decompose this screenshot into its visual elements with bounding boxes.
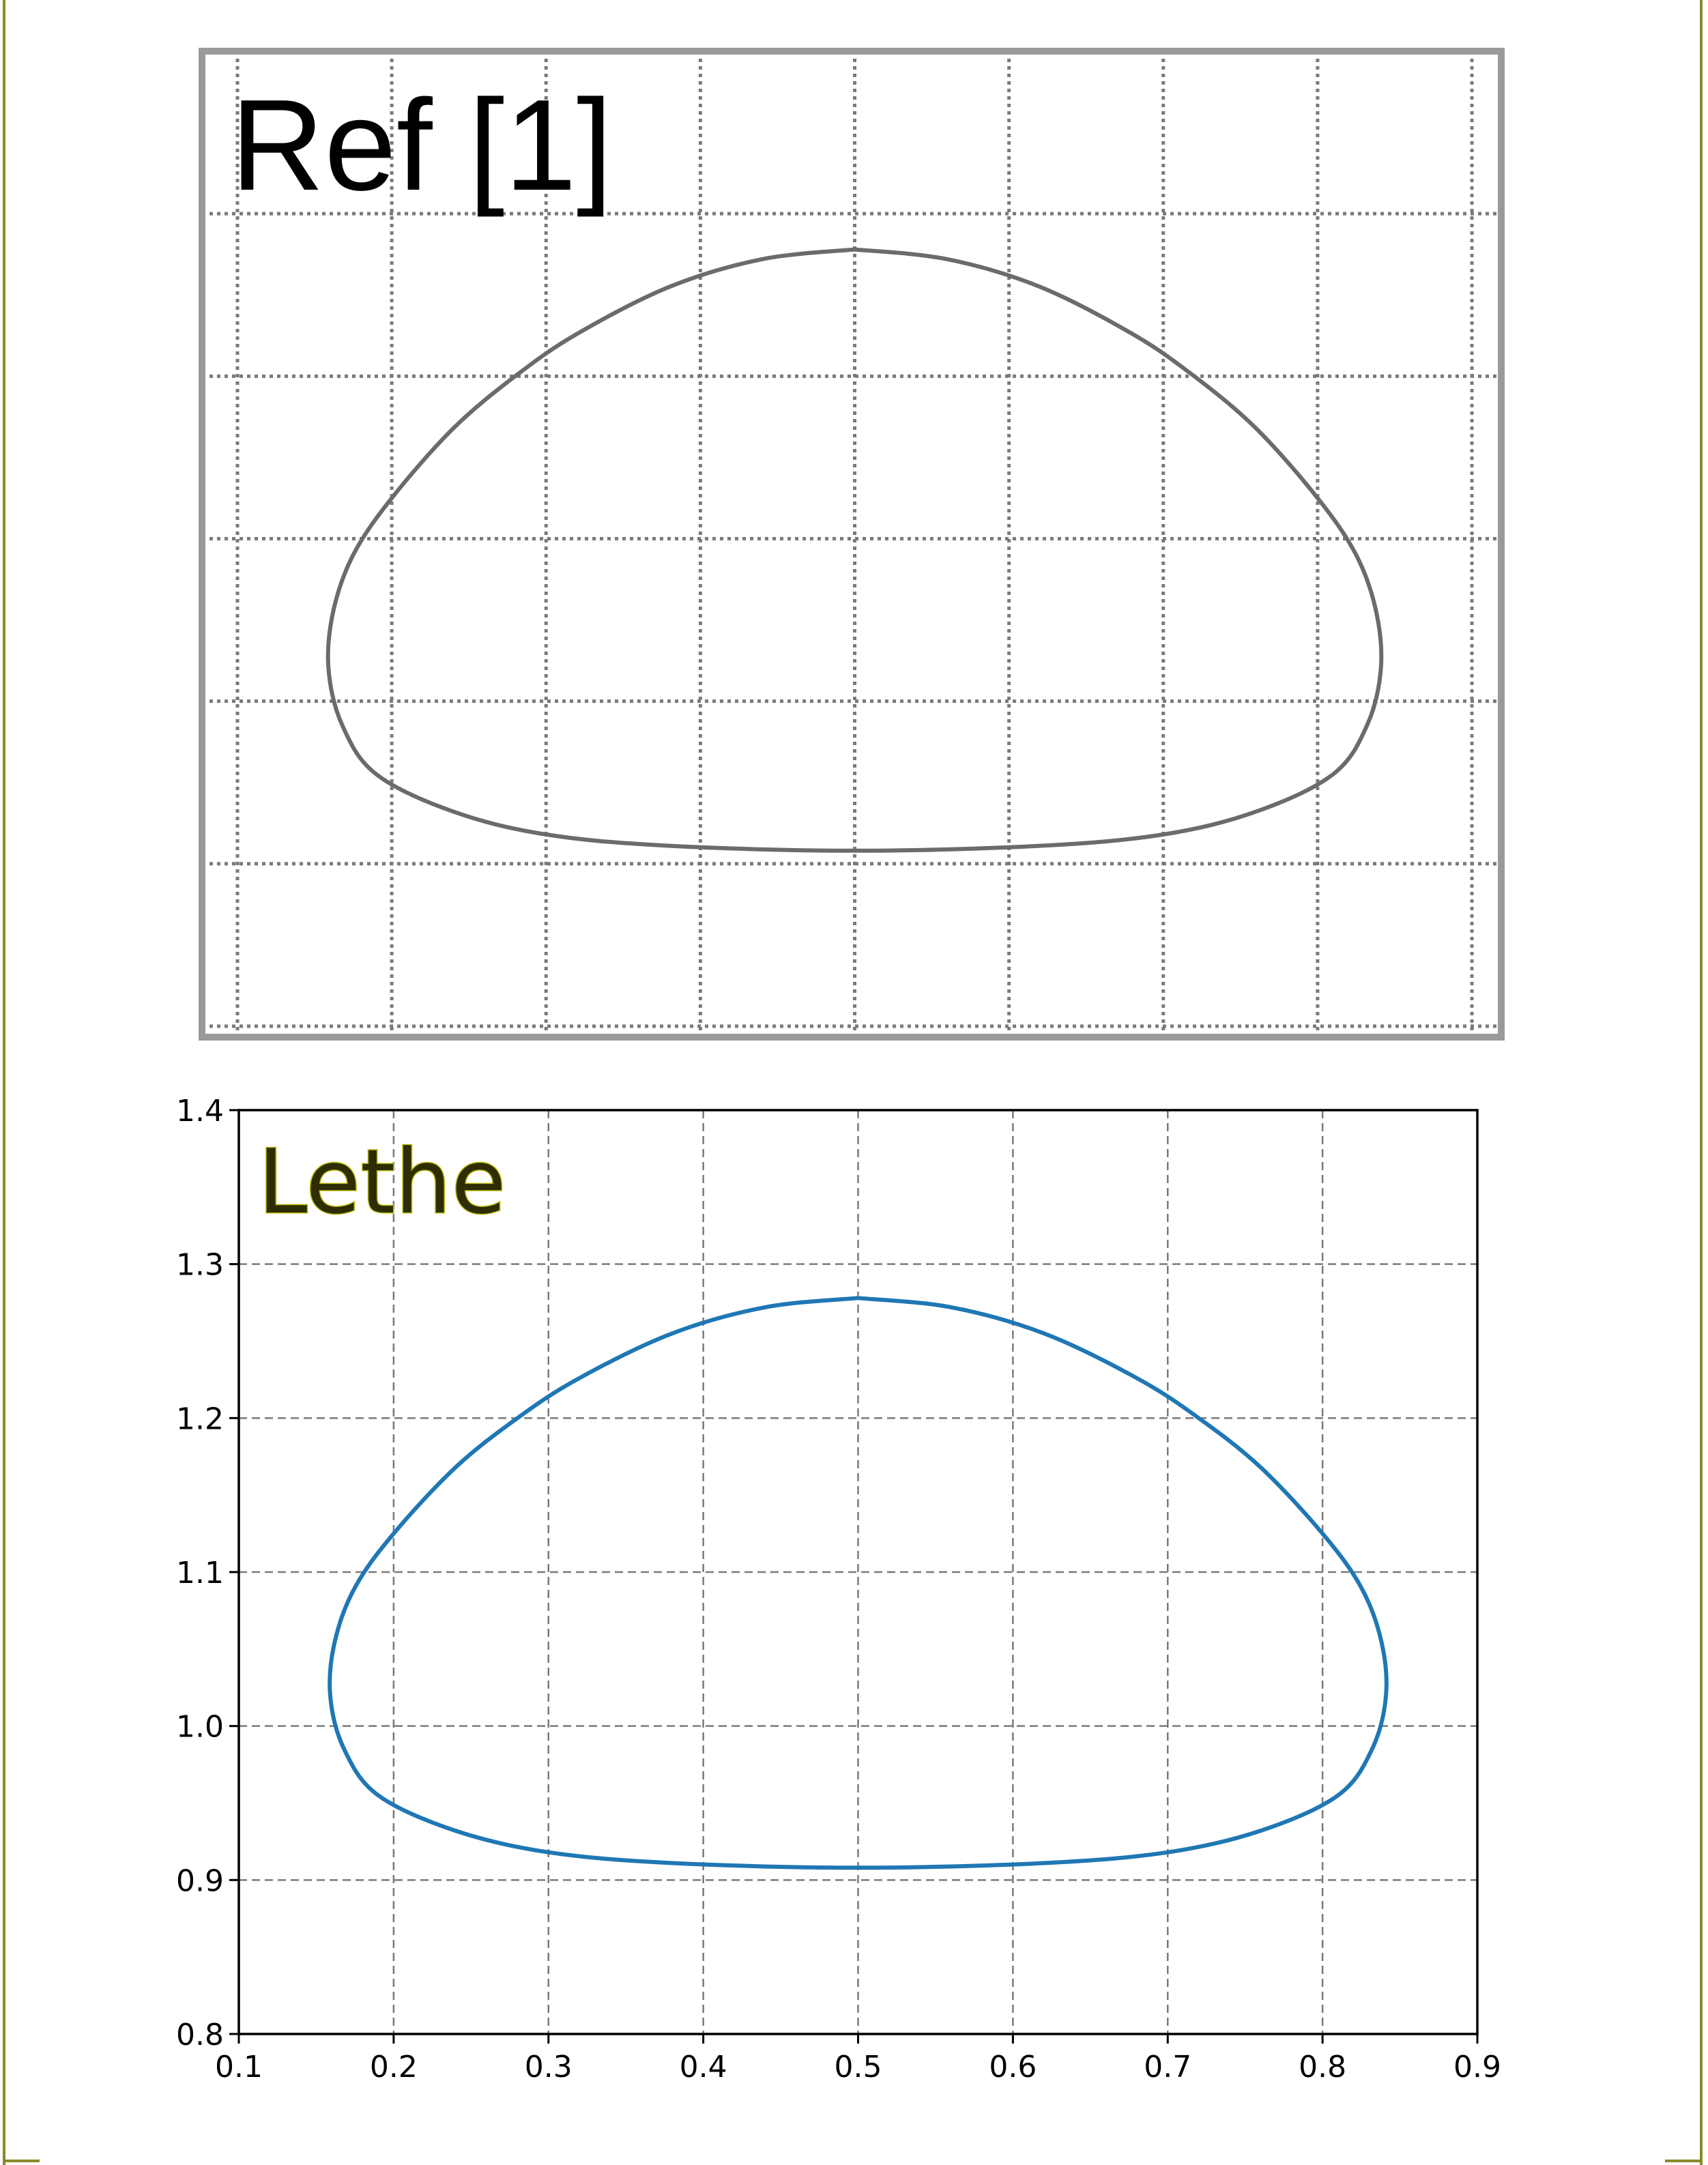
x-tick-label-0: 0.1: [215, 2050, 263, 2084]
x-tick-label-8: 0.9: [1453, 2050, 1501, 2084]
frame-bottom-left-tick: [3, 2160, 40, 2162]
y-tick-label-2: 1.0: [176, 1710, 224, 1745]
y-tick-label-1: 0.9: [176, 1863, 224, 1898]
x-tick-label-7: 0.8: [1299, 2050, 1346, 2084]
lethe-axis-ticks: 0.1 0.2 0.3 0.4 0.5 0.6 0.7 0.8 0.9 0.8 0.9 1.0 1.1 1…: [176, 1094, 1501, 2084]
frame-left-border: [3, 0, 5, 2165]
lethe-chart-panel: 0.1 0.2 0.3 0.4 0.5 0.6 0.7 0.8 0.9 0.8 0.9 1.0 1.1 1…: [176, 1094, 1501, 2084]
frame-right-border: [1700, 0, 1703, 2165]
lethe-grid: [239, 1110, 1477, 2034]
y-tick-label-0: 0.8: [176, 2018, 224, 2052]
y-tick-label-6: 1.4: [176, 1094, 224, 1129]
y-tick-label-4: 1.2: [176, 1401, 224, 1436]
x-tick-label-2: 0.3: [525, 2050, 573, 2084]
ref-chart-panel: Ref [1]: [199, 48, 1505, 1041]
x-tick-label-5: 0.6: [989, 2050, 1037, 2084]
lethe-curve: [328, 1296, 1389, 1870]
x-tick-label-4: 0.5: [835, 2050, 882, 2084]
ref-curve: [325, 247, 1384, 853]
x-tick-label-1: 0.2: [370, 2050, 418, 2084]
y-tick-label-3: 1.1: [176, 1556, 224, 1590]
frame-bottom-right-tick: [1665, 2160, 1703, 2162]
x-tick-label-6: 0.7: [1144, 2050, 1191, 2084]
x-tick-label-3: 0.4: [680, 2050, 727, 2084]
ref-title: Ref [1]: [231, 73, 613, 218]
lethe-title: Lethe: [258, 1130, 506, 1234]
y-tick-label-5: 1.3: [176, 1248, 224, 1283]
ref-plot-frame: [199, 48, 1505, 1041]
